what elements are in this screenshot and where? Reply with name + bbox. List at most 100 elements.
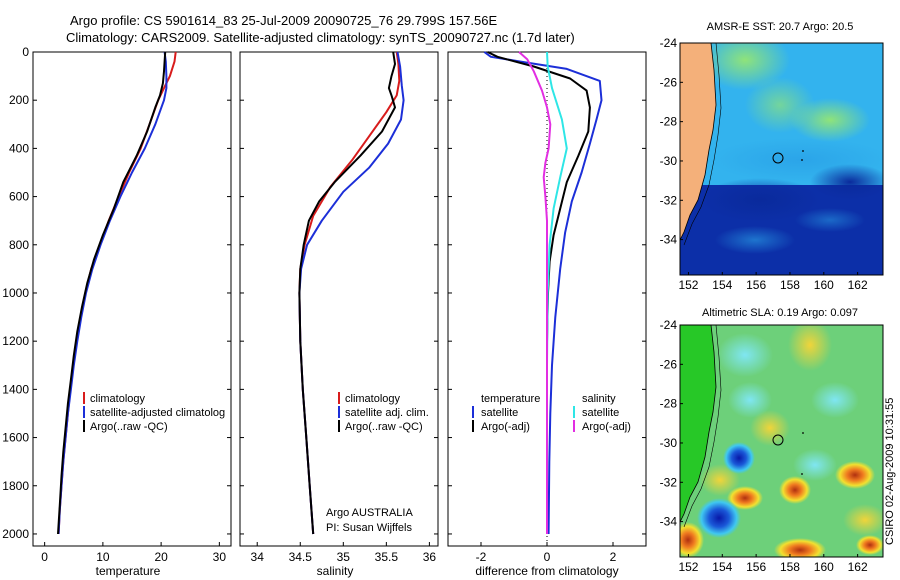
map-x-tick-label: 152: [678, 560, 698, 574]
x-tick-label: 34.5: [289, 550, 313, 564]
sst-cool-patch: [810, 164, 883, 200]
map-x-tick-label: 154: [712, 560, 732, 574]
x-tick-label: 0: [41, 550, 48, 564]
sla-warm-eddy: [856, 535, 883, 555]
salinity-series-climatology: [298, 51, 401, 535]
temperature-chart: 0 10 20 30 0 200 400 600 800 1000 1200 1400 1600 1800…: [2, 45, 231, 564]
map-x-tick-label: 162: [848, 278, 868, 292]
map-x-tick-label: 156: [746, 278, 766, 292]
x-tick-label: 30: [213, 550, 227, 564]
map-y-tick-label: -30: [660, 436, 678, 450]
y-tick-label: 1200: [2, 334, 29, 348]
sst-mid-patch: [715, 226, 795, 254]
sla-map-frame: [679, 324, 884, 558]
map-x-tick-label: 162: [848, 560, 868, 574]
map-y-tick-label: -30: [660, 154, 678, 168]
sla-argo-position-marker: [772, 434, 784, 446]
difference-chart: -2 0 2: [448, 51, 646, 564]
temperature-panel-frame: [32, 51, 232, 547]
sla-yellow-patch: [700, 464, 740, 496]
sla-warm-eddy: [680, 522, 704, 557]
legend-heading-salinity: salinity: [582, 393, 616, 405]
map-y-tick-label: -24: [660, 36, 678, 50]
map-x-tick-label: 158: [780, 278, 800, 292]
map-y-tick-label: -34: [660, 515, 678, 529]
x-tick-label: 35: [337, 550, 351, 564]
sla-cold-eddy: [723, 442, 755, 474]
y-tick-label: 1400: [2, 382, 29, 396]
sst-warm-patch: [700, 43, 790, 90]
map-y-tick-label: -26: [660, 75, 678, 89]
x-tick-label: 34: [251, 550, 265, 564]
map-x-tick-label: 154: [712, 278, 732, 292]
sla-shelf-contour: [683, 325, 722, 528]
sst-map: [680, 43, 883, 275]
salinity-panel-frame: [239, 51, 439, 547]
y-tick-label: 1000: [2, 286, 29, 300]
salinity-legend: climatology satellite adj. clim. Argo(..…: [338, 392, 429, 433]
timestamp-stamp: CSIRO 02-Aug-2009 10:31:55: [884, 398, 896, 545]
sst-warm-patch: [745, 77, 815, 133]
sla-land-australia: [680, 325, 717, 523]
sst-island-dot: [801, 159, 803, 161]
x-tick-label: 35.5: [375, 550, 399, 564]
legend-label-temp-argo: Argo(-adj): [481, 421, 530, 433]
temperature-axis-label: temperature: [96, 564, 161, 578]
map-x-tick-label: 152: [678, 278, 698, 292]
salinity-series-argo-raw-qc: [298, 51, 396, 535]
legend-label-climatology: climatology: [90, 393, 146, 405]
x-tick-label: -2: [476, 550, 487, 564]
salinity-axis-label: salinity: [317, 564, 354, 578]
map-y-tick-label: -28: [660, 397, 678, 411]
difference-series-salinity-argo-adj: [518, 51, 552, 534]
map-y-tick-label: -32: [660, 475, 678, 489]
sst-island-dot: [802, 150, 804, 152]
y-tick-label: 400: [9, 141, 29, 155]
sla-warm-eddy: [779, 476, 811, 504]
sla-cyan-patch: [717, 333, 773, 377]
y-tick-label: 0: [22, 45, 29, 59]
credit-principal-investigator: PI: Susan Wijffels: [326, 522, 412, 534]
legend-label-climatology: climatology: [345, 393, 401, 405]
sla-island-dot: [802, 432, 804, 434]
sst-map-frame: [679, 42, 884, 276]
y-tick-label: 600: [9, 190, 29, 204]
sla-map-ticks: 152 154 156 158 160 162 -24 -26 -28 -30 -32 -34: [660, 318, 868, 574]
sst-land-australia: [680, 43, 717, 241]
legend-label-temp-satellite: satellite: [481, 407, 518, 419]
legend-label-sal-satellite: satellite: [582, 407, 619, 419]
sla-map: [680, 325, 883, 557]
map-x-tick-label: 160: [814, 278, 834, 292]
figure-title-line2: Climatology: CARS2009. Satellite-adjuste…: [66, 30, 575, 45]
salinity-chart: 34 34.5 35 35.5 36: [240, 51, 438, 564]
map-x-tick-label: 158: [780, 560, 800, 574]
legend-label-satellite: satellite-adjusted climatolog: [90, 407, 225, 419]
legend-label-argo: Argo(..raw -QC): [345, 421, 423, 433]
sst-shelf-contour: [683, 43, 722, 246]
x-tick-label: 20: [154, 550, 168, 564]
y-tick-label: 800: [9, 238, 29, 252]
map-y-tick-label: -26: [660, 357, 678, 371]
difference-series-temperature-argo-adj: [487, 51, 591, 534]
map-x-tick-label: 156: [746, 560, 766, 574]
map-y-tick-label: -28: [660, 115, 678, 129]
map-y-tick-label: -24: [660, 318, 678, 332]
difference-axis-label: difference from climatology: [475, 564, 618, 578]
legend-label-argo: Argo(..raw -QC): [90, 421, 168, 433]
sla-warm-eddy: [835, 461, 875, 489]
sla-map-title: Altimetric SLA: 0.19 Argo: 0.097: [702, 307, 858, 319]
sst-map-ticks: 152 154 156 158 160 162 -24 -26 -28 -30 -32 -34: [660, 36, 868, 292]
sst-map-title: AMSR-E SST: 20.7 Argo: 20.5: [707, 21, 854, 33]
x-tick-label: 2: [610, 550, 617, 564]
credit-argo-australia: Argo AUSTRALIA: [326, 507, 413, 519]
x-tick-label: 0: [544, 550, 551, 564]
sla-warm-eddy: [727, 486, 763, 510]
salinity-series-satellite: [298, 51, 405, 535]
difference-legend: temperature satellite Argo(-adj) salinit…: [472, 393, 631, 433]
difference-series-temperature-satellite: [483, 51, 603, 535]
sla-cold-eddy: [697, 498, 741, 538]
sla-yellow-patch: [843, 504, 883, 536]
x-tick-label: 36: [423, 550, 437, 564]
x-tick-label: 10: [96, 550, 110, 564]
sla-cyan-patch: [811, 382, 859, 418]
